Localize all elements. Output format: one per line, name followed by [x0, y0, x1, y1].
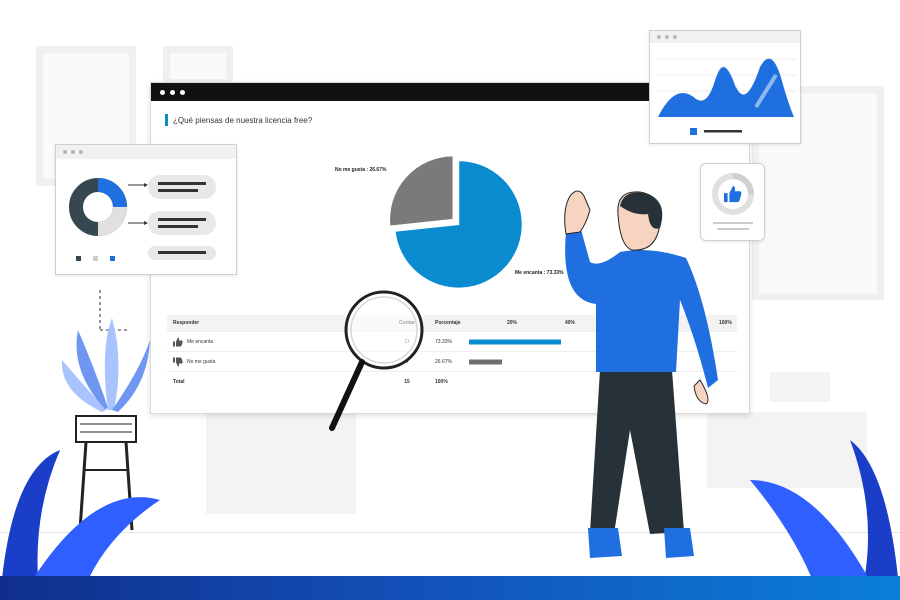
legend-swatch: [93, 256, 98, 261]
placeholder-text-pill: [148, 246, 216, 260]
pie-slice: [394, 159, 524, 290]
tick-label: 20%: [507, 320, 518, 326]
row-label: Me encanta: [187, 338, 214, 345]
pie-label-me-encanta: Me encanta : 73.33%: [515, 270, 564, 276]
placeholder-text-pill: [148, 175, 216, 199]
placeholder-line: [717, 228, 749, 230]
thumbs-down-icon: [173, 357, 183, 366]
question-accent-bar: [165, 114, 168, 126]
row-bar: [469, 339, 561, 344]
row-respondent: Me encanta: [173, 337, 213, 346]
question-header: ¿Qué piensas de nuestra licencia free?: [165, 114, 312, 126]
row-label: No me gusta: [187, 358, 216, 365]
potted-plant: [61, 318, 150, 531]
table-row: Me encanta 11 73.33%: [167, 332, 737, 352]
pie-label-no-me-gusta: No me gusta : 26.67%: [335, 167, 387, 173]
legend-swatch: [110, 256, 115, 261]
background-cabinet: [707, 412, 867, 488]
window-dot-icon: [71, 150, 75, 154]
row-bar: [469, 359, 503, 364]
placeholder-line: [158, 225, 198, 228]
tick-label: 40%: [565, 320, 576, 326]
placeholder-line: [158, 182, 206, 185]
row-percent: 73.33%: [435, 338, 452, 345]
window-dot-icon: [160, 89, 165, 95]
floor-line: [0, 532, 900, 533]
legend-swatch: [76, 256, 81, 261]
window-dot-icon: [665, 35, 669, 39]
donut-summary-card: [55, 144, 237, 275]
pie-slice: [388, 154, 455, 228]
thumbs-up-icon: [724, 185, 742, 203]
window-dot-icon: [673, 35, 677, 39]
table-header-row: Responder Contar Porcentaje 20% 40% 100%: [167, 315, 737, 332]
window-titlebar: [151, 83, 749, 101]
pie-chart: [379, 151, 529, 291]
window-dot-icon: [63, 150, 67, 154]
connector-arrows: [128, 183, 148, 225]
header-respondent: Responder: [173, 320, 200, 326]
table-row: No me gusta 4 26.67%: [167, 352, 737, 372]
survey-question: ¿Qué piensas de nuestra licencia free?: [173, 115, 313, 125]
placeholder-line: [158, 189, 198, 192]
dashed-connector: [99, 290, 130, 331]
background-picture-frame-small: [163, 46, 233, 86]
magnifier-icon: [329, 290, 424, 431]
table-total-row: Total 15 100%: [167, 372, 737, 392]
donut-chart-icon: [69, 178, 127, 236]
bottom-brand-bar: [0, 576, 900, 600]
tick-label: 100%: [719, 320, 732, 326]
progress-ring-icon: [712, 173, 754, 215]
area-chart-card: [649, 30, 801, 144]
results-table: Responder Contar Porcentaje 20% 40% 100%…: [167, 315, 737, 392]
total-count: 15: [404, 379, 410, 385]
row-percent: 26.67%: [435, 358, 452, 365]
placeholder-line: [158, 218, 206, 221]
window-dot-icon: [79, 150, 83, 154]
placeholder-line: [713, 222, 753, 224]
window-dot-icon: [657, 35, 661, 39]
total-percent: 100%: [435, 379, 448, 385]
window-dot-icon: [170, 89, 175, 95]
thumbs-up-icon: [173, 337, 183, 346]
header-percent: Porcentaje: [435, 320, 461, 326]
row-respondent: No me gusta: [173, 357, 215, 366]
pie-chart-svg: [388, 154, 524, 290]
total-label: Total: [173, 379, 185, 385]
card-titlebar: [56, 145, 236, 159]
background-books: [770, 372, 830, 402]
like-speech-bubble: [700, 163, 765, 241]
card-titlebar: [650, 31, 800, 43]
window-dot-icon: [180, 89, 185, 95]
area-chart-icon: [656, 58, 796, 135]
placeholder-text-pill: [148, 211, 216, 235]
placeholder-line: [158, 251, 206, 254]
